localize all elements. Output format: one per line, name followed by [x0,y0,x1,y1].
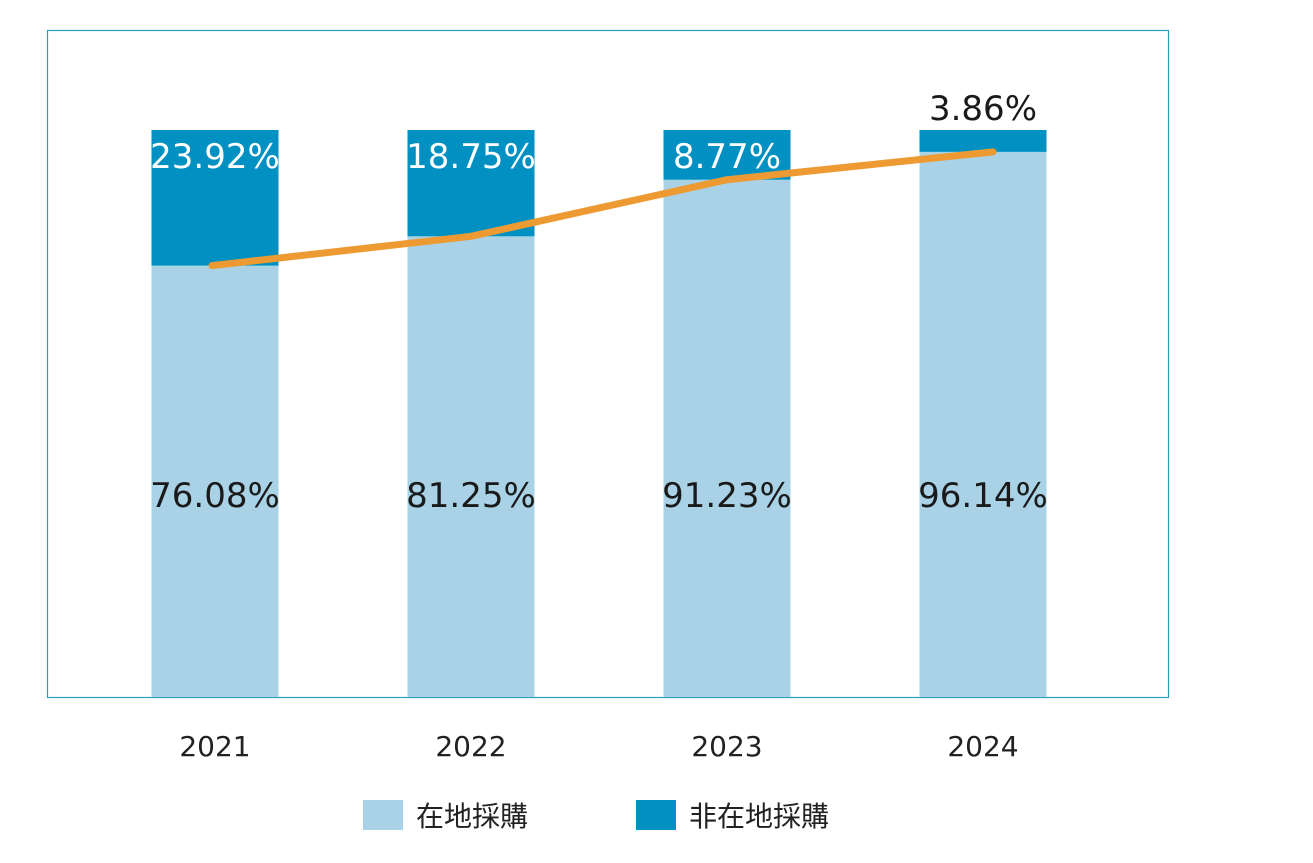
bars-group [151,130,1047,698]
bar-non-local-2023 [663,130,791,180]
value-label-non-local-2023: 8.77% [673,137,781,177]
legend-item-local: 在地採購 [363,795,528,835]
value-label-non-local-2024: 3.86% [929,89,1037,129]
bar-non-local-2024 [919,130,1047,152]
legend-swatch-non-local [636,800,676,830]
legend: 在地採購 非在地採購 [0,795,1313,835]
plot-frame [46,29,1170,699]
bar-non-local-2021 [151,130,279,266]
bar-local-2022 [407,236,535,697]
legend-item-non-local: 非在地採購 [636,795,829,835]
value-label-non-local-2021: 23.92% [150,137,280,177]
value-label-local-2024: 96.14% [918,476,1048,516]
value-labels-group: 76.08% 23.92% 81.25% 18.75% 91.23% 8.77% 96.14… [150,89,1048,516]
bar-local-2021 [151,265,279,697]
bar-non-local-2022 [407,130,535,237]
legend-label-local: 在地採購 [416,800,529,833]
trend-line-group [208,148,997,270]
legend-swatch-local [363,800,403,830]
value-label-local-2023: 91.23% [662,476,792,516]
x-tick-label-2022: 2022 [435,730,506,763]
x-tick-label-2024: 2024 [947,730,1018,763]
bar-local-2024 [919,151,1047,697]
bar-local-2023 [663,179,791,698]
value-label-local-2021: 76.08% [150,476,280,516]
trend-line [208,148,997,270]
x-tick-label-2023: 2023 [691,730,762,763]
x-tick-label-2021: 2021 [179,730,250,763]
legend-label-non-local: 非在地採購 [689,800,830,833]
value-label-non-local-2022: 18.75% [406,137,536,177]
value-label-local-2022: 81.25% [406,476,536,516]
x-axis-tick-labels: 2021 2022 2023 2024 [179,730,1018,763]
